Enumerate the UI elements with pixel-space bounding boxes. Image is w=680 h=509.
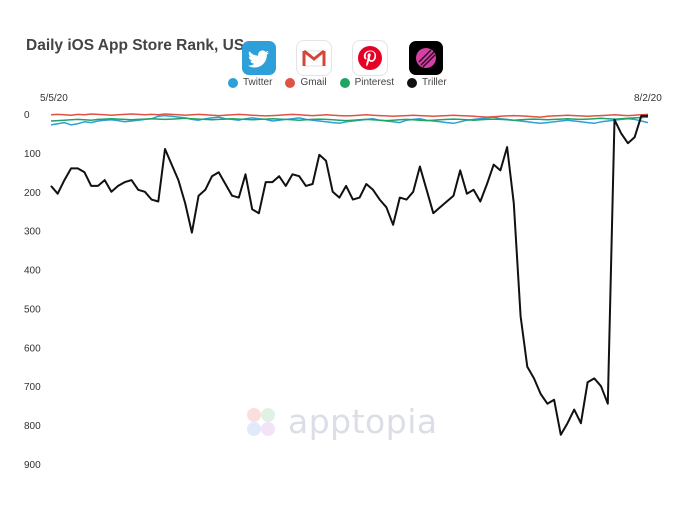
chart-title: Daily iOS App Store Rank, US <box>26 37 245 54</box>
y-tick-label: 200 <box>24 188 41 199</box>
legend-label-pinterest: Pinterest <box>354 77 395 88</box>
series-lines <box>50 113 649 436</box>
legend-item-triller: Triller <box>407 77 447 88</box>
gmail-icon <box>297 41 331 75</box>
y-tick-label: 700 <box>24 382 41 393</box>
series-line-pinterest <box>50 116 649 122</box>
y-tick-label: 100 <box>24 149 41 160</box>
pinterest-icon <box>353 41 387 75</box>
apptopia-watermark: apptopia <box>242 402 438 441</box>
x-end-label: 8/2/20 <box>634 93 662 104</box>
y-tick-label: 800 <box>24 421 41 432</box>
y-tick-label: 300 <box>24 227 41 238</box>
legend-item-gmail: Gmail <box>285 77 327 88</box>
legend-dot-twitter <box>228 77 238 88</box>
y-tick-label: 400 <box>24 266 41 277</box>
apptopia-logo-text: apptopia <box>288 402 438 441</box>
y-tick-label: 500 <box>24 304 41 315</box>
y-tick-label: 600 <box>24 343 41 354</box>
legend-dot-gmail <box>285 77 296 88</box>
y-tick-label: 900 <box>24 460 41 471</box>
legend-item-twitter: Twitter <box>228 77 272 88</box>
x-start-label: 5/5/20 <box>40 93 68 104</box>
legend-label-gmail: Gmail <box>300 77 327 88</box>
series-line-gmail <box>50 113 649 118</box>
legend-dot-pinterest <box>339 77 350 88</box>
twitter-icon <box>242 41 276 75</box>
y-axis-ticks: 0 100 200 300 400 500 600 700 800 900 <box>24 110 41 471</box>
series-line-triller <box>50 114 648 436</box>
apptopia-logo-icon <box>247 407 275 436</box>
legend-item-pinterest: Pinterest <box>339 77 395 88</box>
legend-label-triller: Triller <box>422 77 447 88</box>
legend-dot-triller <box>407 77 418 88</box>
legend-label-twitter: Twitter <box>243 77 273 88</box>
triller-icon <box>409 41 443 75</box>
y-tick-label: 0 <box>24 110 30 121</box>
chart-legend: Twitter Gmail Pinterest Triller <box>228 77 460 88</box>
